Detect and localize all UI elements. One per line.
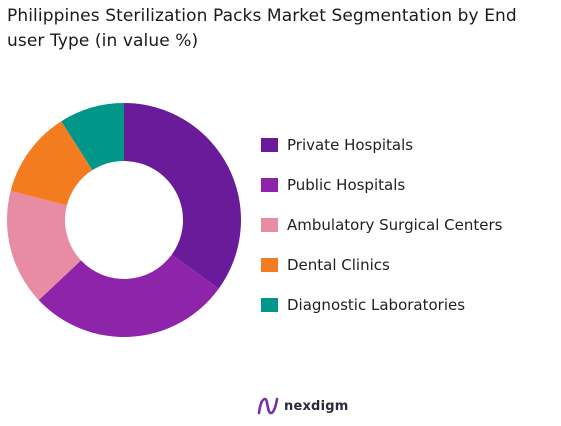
legend-label: Public Hospitals [287,176,406,194]
donut-slices [7,103,241,337]
slice-public-hospitals [38,254,219,337]
slice-private-hospitals [124,103,241,289]
legend-swatch [261,258,278,272]
slice-ambulatory-surgical-centers [7,190,81,301]
legend-item-dental-clinics: Dental Clinics [261,245,551,285]
legend-label: Dental Clinics [287,256,390,274]
slice-dental-clinics [10,121,93,206]
chart-title: Philippines Sterilization Packs Market S… [7,6,517,51]
chart-legend: Private Hospitals Public Hospitals Ambul… [261,125,551,325]
legend-label: Ambulatory Surgical Centers [287,216,503,234]
legend-item-ambulatory-surgical-centers: Ambulatory Surgical Centers [261,205,551,245]
logo-text: nexdigm [284,398,349,414]
legend-item-private-hospitals: Private Hospitals [261,125,551,165]
legend-label: Diagnostic Laboratories [287,296,466,314]
slice-diagnostic-laboratories [61,103,124,171]
legend-item-diagnostic-laboratories: Diagnostic Laboratories [261,285,551,325]
legend-swatch [261,298,278,312]
legend-item-public-hospitals: Public Hospitals [261,165,551,205]
nexdigm-logo-icon [257,397,279,415]
legend-label: Private Hospitals [287,136,414,154]
legend-swatch [261,178,278,192]
legend-swatch [261,218,278,232]
legend-swatch [261,138,278,152]
nexdigm-logo: nexdigm [256,394,348,418]
